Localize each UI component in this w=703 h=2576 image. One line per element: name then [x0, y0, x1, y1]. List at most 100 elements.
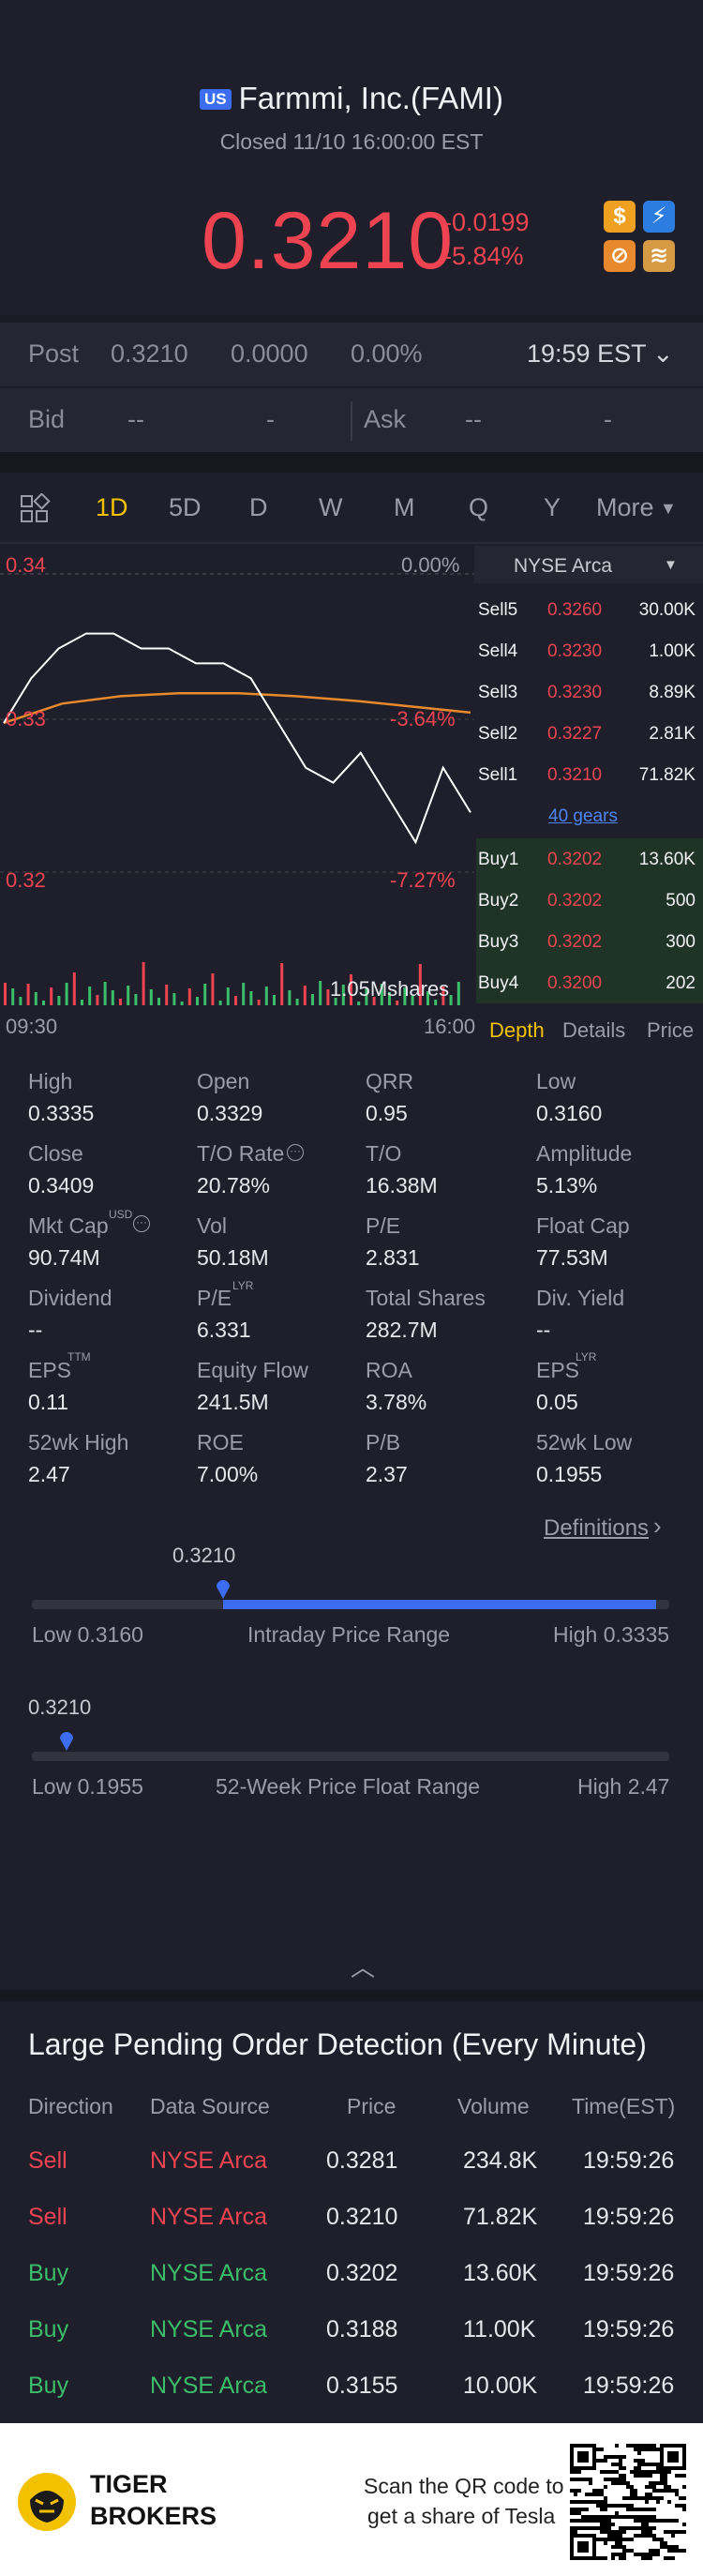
- bid-ask-row: Bid -- - Ask -- -: [0, 388, 703, 452]
- post-market-row[interactable]: Post 0.3210 0.0000 0.00% 19:59 EST ⌄: [0, 323, 703, 386]
- volume-cell: 13.60K: [463, 2260, 538, 2286]
- stat-label: Total Shares: [366, 1286, 486, 1310]
- week52-high: High 2.47: [577, 1774, 670, 1799]
- grid-icon[interactable]: [19, 493, 51, 525]
- sell-row[interactable]: Sell2 0.3227 2.81K: [476, 713, 703, 754]
- volume-bar: [380, 984, 383, 1005]
- source-cell: NYSE Arca: [150, 2147, 268, 2174]
- caret-down-icon: ▼: [664, 557, 678, 573]
- volume-bar: [257, 1000, 261, 1005]
- volume-bar: [334, 998, 337, 1005]
- volume-bar: [142, 962, 145, 1005]
- pe-lyr-sup: LYR: [232, 1279, 254, 1292]
- time-cell: 19:59:26: [583, 2260, 675, 2286]
- sell-row[interactable]: Sell5 0.3260 30.00K: [476, 589, 703, 630]
- tiger-logo-icon: [18, 2473, 76, 2531]
- lightning-icon[interactable]: ⚡: [643, 201, 675, 233]
- tab-more[interactable]: More: [596, 493, 654, 521]
- time-cell: 19:59:26: [583, 2373, 675, 2399]
- chevron-right-icon[interactable]: ›: [653, 1512, 662, 1540]
- sell-row[interactable]: Sell3 0.3230 8.89K: [476, 671, 703, 713]
- stat-label: P/E: [366, 1213, 401, 1238]
- chart-low-pct: -7.27%: [390, 868, 456, 892]
- volume-bar: [403, 987, 407, 1005]
- stat-label: EPS: [536, 1358, 580, 1382]
- post-pct: 0.00%: [351, 339, 423, 368]
- stat-label: 52wk Low: [536, 1430, 633, 1454]
- level-price: 0.3230: [547, 683, 603, 702]
- stat-label: Mkt Cap: [28, 1213, 109, 1238]
- to-rate-info-icon[interactable]: ···: [287, 1144, 304, 1161]
- tab-q[interactable]: Q: [469, 493, 489, 521]
- volume-bar: [42, 1001, 45, 1005]
- buy-row[interactable]: Buy3 0.3202 300: [476, 921, 703, 962]
- stat-value: 16.38M: [366, 1173, 438, 1198]
- bid-size: -: [266, 405, 275, 433]
- volume-bar: [365, 988, 368, 1005]
- buy-row[interactable]: Buy4 0.3200 202: [476, 962, 703, 1003]
- volume-bar: [396, 1001, 399, 1005]
- tab-1d[interactable]: 1D: [96, 493, 128, 521]
- last-price: 0.3210: [202, 196, 455, 286]
- stat-label: Equity Flow: [197, 1358, 308, 1382]
- volume-bar: [149, 989, 153, 1005]
- volume-bar: [50, 987, 53, 1005]
- volume-bar: [226, 987, 230, 1005]
- tab-5d[interactable]: 5D: [169, 493, 202, 521]
- level-price: 0.3210: [547, 765, 603, 785]
- volume-bar: [426, 991, 429, 1005]
- more-caret-icon[interactable]: ▼: [660, 499, 677, 518]
- volume-bar: [273, 995, 276, 1005]
- stat-value: 241.5M: [197, 1390, 269, 1414]
- exchange-selector[interactable]: NYSE Arca ▼: [474, 546, 703, 583]
- level-price: 0.3202: [547, 850, 603, 869]
- level-size: 30.00K: [638, 600, 696, 620]
- volume-bar: [388, 992, 391, 1005]
- stat-value: 0.3329: [197, 1101, 263, 1125]
- volume-bars: [4, 962, 460, 1005]
- market-status: Closed 11/10 16:00:00 EST: [219, 129, 484, 154]
- tab-details[interactable]: Details: [562, 1018, 626, 1042]
- sell-row[interactable]: Sell1 0.3210 71.82K: [476, 754, 703, 795]
- collapse-chevron-icon[interactable]: ︿: [351, 1953, 376, 1981]
- stat-value: 0.3335: [28, 1101, 95, 1125]
- tab-w[interactable]: W: [319, 493, 343, 521]
- tab-d[interactable]: D: [249, 493, 268, 521]
- dollar-icon[interactable]: $: [604, 201, 636, 233]
- level-price: 0.3200: [547, 973, 603, 993]
- volume-bar: [19, 997, 22, 1005]
- intraday-high: High 0.3335: [553, 1622, 670, 1647]
- tab-y[interactable]: Y: [544, 493, 561, 521]
- cta-line1: Scan the QR code to: [364, 2474, 564, 2498]
- buy-row[interactable]: Buy1 0.3202 13.60K: [476, 838, 703, 880]
- volume-bar: [157, 998, 160, 1005]
- tab-m[interactable]: M: [394, 493, 415, 521]
- ask-value: --: [465, 405, 482, 433]
- week52-marker-pin: [59, 1731, 74, 1752]
- stat-label: Div. Yield: [536, 1286, 625, 1310]
- gears-link[interactable]: 40 gears: [548, 806, 618, 826]
- volume-bar: [418, 964, 422, 1005]
- volume-bar: [96, 995, 99, 1005]
- week52-low: Low 0.1955: [32, 1774, 143, 1799]
- qr-code-icon[interactable]: [570, 2444, 686, 2560]
- level-size: 500: [666, 891, 696, 911]
- options-icon[interactable]: ⊘: [604, 240, 636, 272]
- chart-start-time: 09:30: [6, 1015, 58, 1038]
- tab-price[interactable]: Price: [647, 1018, 695, 1042]
- intraday-chart[interactable]: 0.34 0.00% 0.33 -3.64% 0.32 -7.27% 1.05M…: [0, 546, 474, 1022]
- sell-row[interactable]: Sell4 0.3230 1.00K: [476, 630, 703, 671]
- stat-label: Open: [197, 1069, 250, 1093]
- buy-row[interactable]: Buy2 0.3202 500: [476, 880, 703, 921]
- layers-icon[interactable]: ≋: [643, 240, 675, 272]
- definitions-link[interactable]: Definitions: [544, 1515, 650, 1541]
- tab-depth[interactable]: Depth: [489, 1018, 545, 1042]
- mktcap-info-icon[interactable]: ···: [133, 1215, 150, 1232]
- intraday-low: Low 0.3160: [32, 1622, 143, 1647]
- volume-bar: [211, 973, 215, 1005]
- level-price: 0.3230: [547, 641, 603, 661]
- level-label: Sell1: [478, 765, 518, 785]
- chevron-down-icon[interactable]: ⌄: [652, 339, 674, 368]
- source-cell: NYSE Arca: [150, 2204, 268, 2230]
- volume-cell: 10.00K: [463, 2373, 538, 2399]
